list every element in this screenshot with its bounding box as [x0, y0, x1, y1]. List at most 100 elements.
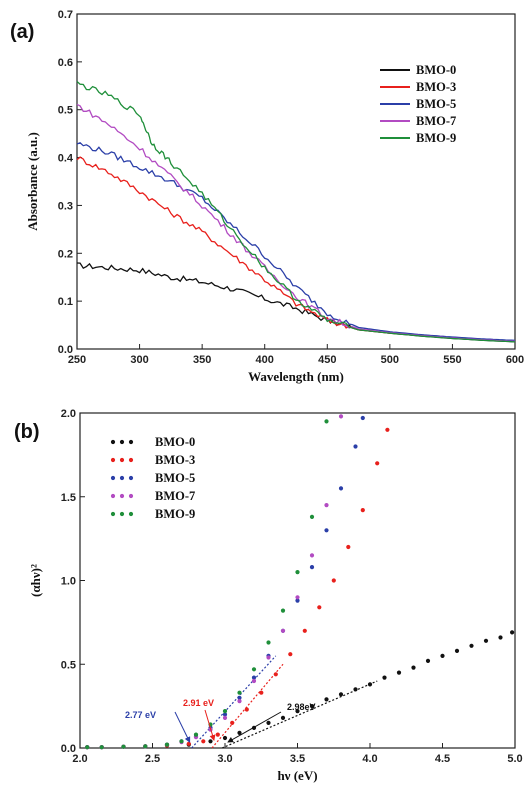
- panel-label: (a): [10, 21, 34, 43]
- x-tick-label: 2.5: [145, 753, 160, 765]
- annotation-label: 2.98eV: [287, 702, 316, 712]
- y-tick-label: 1.5: [61, 492, 76, 504]
- annotation-label: 2.91 eV: [183, 698, 214, 708]
- data-point: [251, 667, 257, 672]
- legend-marker: [119, 475, 125, 481]
- data-point: [208, 739, 213, 744]
- data-point: [266, 640, 271, 645]
- tangent-line: [211, 663, 284, 749]
- legend-label: BMO-7: [416, 114, 456, 128]
- y-tick-label: 0.1: [58, 296, 73, 308]
- legend-label: BMO-3: [416, 80, 456, 94]
- tangent-line: [191, 655, 277, 749]
- data-point: [237, 690, 242, 695]
- series-bmo-7: [85, 414, 344, 750]
- data-point: [121, 744, 126, 749]
- data-point: [186, 741, 191, 746]
- y-tick-label: 0.6: [58, 57, 73, 69]
- legend-label: BMO-5: [416, 97, 456, 111]
- y-tick-label: 0.2: [58, 248, 73, 260]
- legend-marker: [128, 457, 134, 463]
- tangent-line: [221, 680, 378, 749]
- data-point: [338, 692, 344, 697]
- data-point: [425, 658, 431, 664]
- data-point: [280, 715, 286, 721]
- legend-marker: [128, 439, 134, 445]
- legend-marker: [110, 475, 116, 481]
- data-point: [382, 675, 387, 680]
- data-point: [509, 630, 515, 635]
- plot-frame: [76, 13, 516, 350]
- data-point: [244, 707, 249, 712]
- series-bmo-5: [85, 415, 365, 750]
- legend-marker: [119, 457, 125, 463]
- data-point: [483, 638, 489, 643]
- data-point: [143, 744, 148, 749]
- panel-label: (b): [14, 421, 40, 443]
- legend-marker: [110, 511, 116, 517]
- data-point: [295, 570, 300, 575]
- data-point: [375, 461, 380, 466]
- data-point: [338, 486, 344, 491]
- data-point: [360, 415, 365, 421]
- data-point: [280, 608, 286, 613]
- data-point: [295, 598, 300, 603]
- y-tick-label: 1.0: [61, 576, 76, 588]
- data-point: [367, 682, 373, 687]
- y-tick-label: 2.0: [61, 408, 76, 420]
- x-tick-label: 500: [381, 354, 399, 366]
- data-point: [259, 690, 264, 695]
- x-tick-label: 450: [318, 354, 336, 366]
- data-point: [360, 508, 365, 513]
- series-line-bmo-9: [76, 81, 516, 343]
- data-point: [288, 652, 293, 657]
- plot-frame: [79, 412, 516, 749]
- legend-marker: [119, 511, 125, 517]
- data-point: [396, 670, 402, 675]
- x-axis-label: hν (eV): [277, 768, 317, 783]
- legend-marker: [128, 511, 134, 517]
- data-point: [385, 427, 390, 432]
- annotation-arrow: [174, 711, 191, 743]
- data-point: [85, 745, 90, 750]
- data-point: [280, 628, 286, 633]
- x-tick-label: 3.5: [290, 753, 305, 765]
- legend-marker: [110, 439, 116, 445]
- legend-marker: [128, 493, 134, 499]
- data-point: [273, 672, 278, 677]
- data-point: [230, 720, 235, 726]
- data-point: [222, 735, 228, 741]
- y-tick-label: 0.5: [58, 105, 73, 117]
- x-tick-label: 3.0: [217, 753, 232, 765]
- data-point: [222, 709, 228, 714]
- data-point: [222, 715, 228, 721]
- legend-label: BMO-9: [155, 507, 195, 521]
- data-point: [164, 742, 170, 747]
- series-bmo-9: [85, 419, 329, 750]
- y-tick-label: 0.5: [61, 659, 76, 671]
- legend-label: BMO-0: [416, 63, 456, 77]
- data-point: [346, 544, 351, 550]
- legend-label: BMO-0: [155, 435, 195, 449]
- x-tick-label: 550: [443, 354, 461, 366]
- x-tick-label: 250: [68, 354, 86, 366]
- data-point: [331, 578, 336, 583]
- x-tick-label: 350: [193, 354, 211, 366]
- y-tick-label: 0.0: [61, 743, 76, 755]
- y-tick-label: 0.0: [58, 344, 73, 356]
- x-tick-label: 400: [256, 354, 274, 366]
- data-point: [353, 444, 358, 449]
- series-line-bmo-5: [76, 142, 516, 342]
- data-point: [498, 635, 503, 640]
- legend-label: BMO-7: [155, 489, 195, 503]
- legend-label: BMO-5: [155, 471, 195, 485]
- data-point: [201, 739, 206, 744]
- data-point: [309, 704, 315, 709]
- data-point: [309, 514, 315, 520]
- data-point: [411, 665, 416, 670]
- legend-label: BMO-3: [155, 453, 195, 467]
- data-point: [237, 695, 242, 700]
- data-point: [179, 739, 184, 744]
- legend-marker: [110, 457, 116, 463]
